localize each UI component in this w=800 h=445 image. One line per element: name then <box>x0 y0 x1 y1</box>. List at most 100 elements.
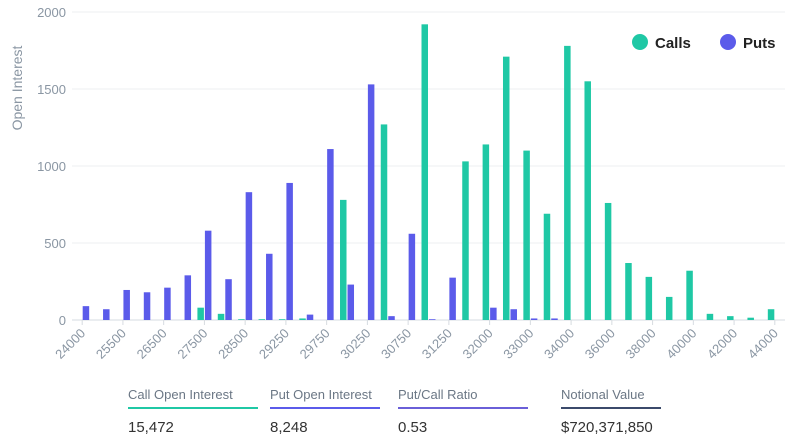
puts-bar <box>123 289 130 320</box>
y-tick-label: 1000 <box>37 159 66 174</box>
puts-bar <box>82 306 90 320</box>
calls-bar <box>584 81 591 320</box>
calls-bar <box>238 319 245 320</box>
notional-value-label: Notional Value <box>561 387 645 402</box>
calls-bar <box>727 316 734 320</box>
grid-lines <box>72 11 785 321</box>
legend-item-puts[interactable]: Puts <box>720 34 776 52</box>
x-tick-label: 29750 <box>297 326 333 362</box>
calls-bar <box>299 318 306 320</box>
puts-bar <box>347 284 355 320</box>
puts-bar <box>530 318 538 320</box>
put-call-ratio-underline <box>398 407 528 409</box>
calls-bar <box>421 24 428 320</box>
bars <box>82 24 775 320</box>
notional-value-underline <box>561 407 661 409</box>
legend[interactable]: Calls Puts <box>632 34 776 52</box>
x-tick-label: 33000 <box>500 326 536 362</box>
puts-bar <box>388 316 395 320</box>
y-tick-label: 1500 <box>37 82 66 97</box>
puts-bar <box>245 192 253 320</box>
calls-bar <box>258 319 266 320</box>
y-tick-label: 2000 <box>37 5 66 20</box>
put-call-ratio-stat: Put/Call Ratio 0.53 <box>398 385 528 436</box>
legend-marker <box>720 34 736 50</box>
calls-bar <box>543 213 551 320</box>
calls-bar <box>462 161 469 320</box>
x-tick-label: 30250 <box>337 326 373 362</box>
puts-bar <box>225 279 232 320</box>
calls-bar <box>380 124 388 320</box>
calls-bar <box>564 45 571 320</box>
x-tick-label: 30750 <box>378 326 414 362</box>
x-tick-label: 40000 <box>663 326 699 362</box>
calls-bar <box>625 263 632 320</box>
x-tick-label: 27500 <box>174 326 210 362</box>
calls-bar <box>217 313 225 320</box>
y-axis-ticks: 0 500 1000 1500 2000 <box>37 5 66 328</box>
put-call-ratio-value: 0.53 <box>398 419 428 436</box>
calls-bar <box>482 144 490 320</box>
notional-value-value: $720,371,850 <box>561 419 653 436</box>
y-tick-label: 500 <box>44 236 66 251</box>
puts-bar <box>306 314 314 320</box>
calls-bar <box>686 270 693 320</box>
x-tick-label: 32000 <box>460 326 496 362</box>
legend-item-calls[interactable]: Calls <box>632 34 691 52</box>
open-interest-chart: 0 500 1000 1500 2000 Open Interest 24000 2550… <box>9 5 785 362</box>
x-tick-label: 28500 <box>215 326 251 362</box>
x-tick-label: 44000 <box>745 326 781 362</box>
put-open-interest-label: Put Open Interest <box>270 387 372 402</box>
puts-bar <box>266 253 273 320</box>
calls-bar <box>645 276 653 320</box>
notional-value-stat: Notional Value $720,371,850 <box>561 385 661 436</box>
x-tick-label: 38000 <box>623 326 659 362</box>
calls-bar <box>767 309 775 320</box>
puts-bar <box>510 309 517 320</box>
put-open-interest-value: 8,248 <box>270 419 308 436</box>
calls-bar <box>340 199 347 320</box>
puts-bar <box>204 230 212 320</box>
calls-bar <box>502 56 510 320</box>
put-open-interest-underline <box>270 407 380 409</box>
calls-bar <box>278 319 286 320</box>
stats-bar: Call Open Interest 15,472 Put Open Inter… <box>0 385 800 445</box>
calls-bar <box>665 296 673 320</box>
calls-bar <box>523 150 530 320</box>
puts-bar <box>490 307 497 320</box>
x-tick-label: 25500 <box>93 326 129 362</box>
puts-bar <box>143 292 151 320</box>
calls-bar <box>747 317 754 320</box>
x-tick-label: 26500 <box>134 326 170 362</box>
call-open-interest-label: Call Open Interest <box>128 387 233 402</box>
x-tick-label: 42000 <box>704 326 740 362</box>
puts-bar <box>327 149 334 320</box>
legend-label: Calls <box>655 35 691 52</box>
x-tick-label: 24000 <box>52 326 88 362</box>
put-call-ratio-label: Put/Call Ratio <box>398 387 478 402</box>
puts-bar <box>408 233 416 320</box>
x-tick-label: 31250 <box>419 326 455 362</box>
x-tick-label: 34000 <box>541 326 577 362</box>
y-tick-label: 0 <box>59 313 66 328</box>
legend-marker <box>632 34 648 50</box>
x-tick-label: 29250 <box>256 326 292 362</box>
puts-bar <box>449 277 456 320</box>
call-open-interest-value: 15,472 <box>128 419 174 436</box>
x-tick-label: 36000 <box>582 326 618 362</box>
puts-bar <box>367 84 375 320</box>
legend-label: Puts <box>743 35 776 52</box>
puts-bar <box>286 182 293 320</box>
put-open-interest-stat: Put Open Interest 8,248 <box>270 385 380 436</box>
puts-bar <box>103 309 110 320</box>
calls-bar <box>604 202 612 320</box>
x-axis-ticks: 24000 25500 26500 27500 28500 29250 29750 30250… <box>52 320 781 362</box>
y-axis-label: Open Interest <box>9 45 25 130</box>
puts-bar <box>184 275 192 320</box>
puts-bar <box>429 319 436 320</box>
calls-bar <box>197 307 204 320</box>
puts-bar <box>551 318 558 320</box>
call-open-interest-stat: Call Open Interest 15,472 <box>128 385 258 436</box>
call-open-interest-underline <box>128 407 258 409</box>
puts-bar <box>164 287 171 320</box>
